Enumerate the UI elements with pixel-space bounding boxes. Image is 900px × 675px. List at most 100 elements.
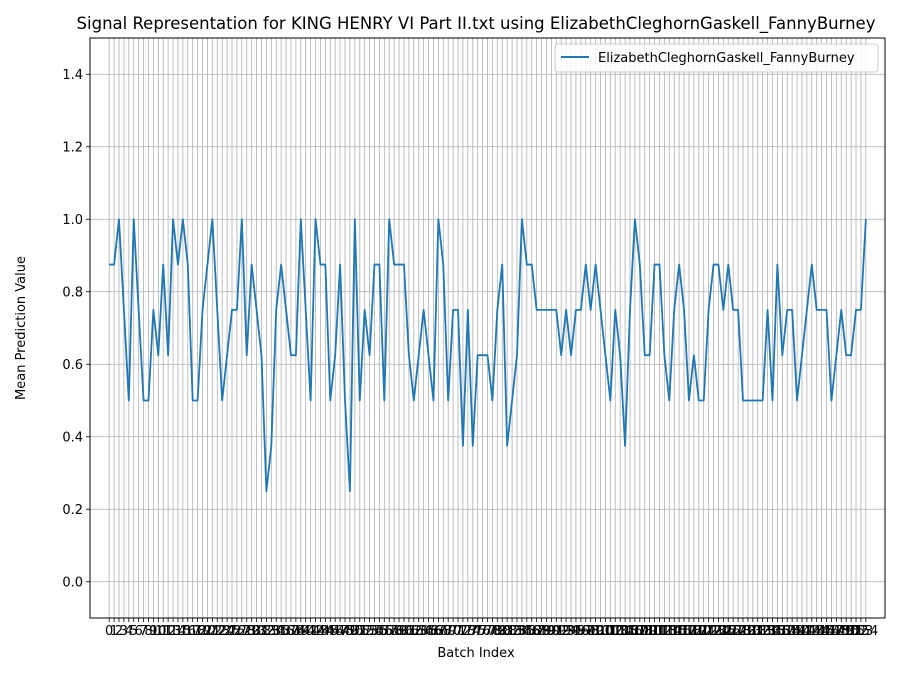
x-tick-label: 112 bbox=[647, 624, 672, 639]
y-tick-label: 0.4 bbox=[62, 430, 83, 445]
x-tick-label: 152 bbox=[844, 624, 869, 639]
x-tick-label: 114 bbox=[657, 624, 682, 639]
x-tick-label: 2 bbox=[115, 624, 123, 639]
y-axis-ticks: 0.0 0.2 0.4 0.6 0.8 1.0 1.2 1.4 bbox=[62, 68, 90, 590]
x-tick-label: 136 bbox=[765, 624, 790, 639]
x-tick-label: 33 bbox=[263, 624, 280, 639]
x-tick-label: 75 bbox=[469, 624, 486, 639]
x-tick-label: 28 bbox=[238, 624, 255, 639]
x-tick-label: 74 bbox=[464, 624, 481, 639]
y-tick-label: 0.0 bbox=[62, 575, 83, 590]
x-tick-label: 5 bbox=[130, 624, 138, 639]
x-tick-label: 6 bbox=[135, 624, 143, 639]
x-tick-label: 54 bbox=[366, 624, 383, 639]
x-tick-label: 88 bbox=[533, 624, 550, 639]
x-tick-label: 148 bbox=[824, 624, 849, 639]
x-tick-label: 14 bbox=[170, 624, 187, 639]
x-tick-label: 60 bbox=[396, 624, 413, 639]
x-tick-label: 96 bbox=[573, 624, 590, 639]
x-tick-label: 118 bbox=[677, 624, 702, 639]
x-tick-label: 99 bbox=[587, 624, 604, 639]
x-tick-label: 98 bbox=[582, 624, 599, 639]
x-tick-label: 49 bbox=[342, 624, 359, 639]
x-tick-label: 135 bbox=[760, 624, 785, 639]
x-tick-label: 143 bbox=[799, 624, 824, 639]
series-layer bbox=[109, 218, 867, 493]
x-tick-label: 106 bbox=[618, 624, 643, 639]
x-tick-label: 72 bbox=[455, 624, 472, 639]
y-tick-label: 1.0 bbox=[62, 213, 83, 228]
x-tick-label: 133 bbox=[750, 624, 775, 639]
x-tick-label: 17 bbox=[184, 624, 201, 639]
x-tick-label: 94 bbox=[563, 624, 580, 639]
x-tick-label: 44 bbox=[317, 624, 334, 639]
x-tick-label: 137 bbox=[770, 624, 795, 639]
x-tick-label: 67 bbox=[430, 624, 447, 639]
x-tick-label: 139 bbox=[780, 624, 805, 639]
x-tick-label: 66 bbox=[425, 624, 442, 639]
legend: ElizabethCleghornGaskell_FannyBurney bbox=[554, 43, 879, 73]
x-tick-label: 11 bbox=[155, 624, 172, 639]
x-tick-label: 29 bbox=[243, 624, 260, 639]
x-tick-label: 109 bbox=[632, 624, 657, 639]
x-tick-label: 32 bbox=[258, 624, 275, 639]
y-tick-label: 1.2 bbox=[62, 140, 83, 155]
x-tick-label: 43 bbox=[312, 624, 329, 639]
x-tick-label: 87 bbox=[528, 624, 545, 639]
x-tick-label: 63 bbox=[410, 624, 427, 639]
x-tick-label: 120 bbox=[686, 624, 711, 639]
x-tick-label: 119 bbox=[681, 624, 706, 639]
x-tick-label: 111 bbox=[642, 624, 667, 639]
x-tick-label: 85 bbox=[519, 624, 536, 639]
x-tick-label: 138 bbox=[775, 624, 800, 639]
x-tick-label: 62 bbox=[406, 624, 423, 639]
x-tick-label: 95 bbox=[568, 624, 585, 639]
x-tick-label: 24 bbox=[219, 624, 236, 639]
x-tick-label: 51 bbox=[351, 624, 368, 639]
x-tick-label: 59 bbox=[391, 624, 408, 639]
x-tick-label: 127 bbox=[721, 624, 746, 639]
legend-label: ElizabethCleghornGaskell_FannyBurney bbox=[598, 51, 855, 66]
x-tick-label: 55 bbox=[371, 624, 388, 639]
x-tick-label: 35 bbox=[273, 624, 290, 639]
y-tick-label: 0.2 bbox=[62, 503, 83, 518]
x-tick-label: 73 bbox=[460, 624, 477, 639]
x-tick-label: 131 bbox=[740, 624, 765, 639]
x-tick-label: 9 bbox=[149, 624, 157, 639]
y-tick-label: 1.4 bbox=[62, 68, 83, 83]
x-tick-label: 79 bbox=[489, 624, 506, 639]
x-tick-label: 37 bbox=[283, 624, 300, 639]
x-tick-label: 100 bbox=[588, 624, 613, 639]
x-tick-label: 150 bbox=[834, 624, 859, 639]
x-tick-label: 58 bbox=[386, 624, 403, 639]
x-tick-label: 86 bbox=[523, 624, 540, 639]
x-tick-label: 39 bbox=[293, 624, 310, 639]
y-axis-label: Mean Prediction Value bbox=[14, 256, 29, 400]
x-tick-label: 130 bbox=[736, 624, 761, 639]
x-tick-label: 30 bbox=[248, 624, 265, 639]
x-tick-label: 104 bbox=[608, 624, 633, 639]
x-tick-label: 53 bbox=[361, 624, 378, 639]
x-tick-label: 154 bbox=[853, 624, 878, 639]
x-tick-label: 76 bbox=[474, 624, 491, 639]
x-tick-label: 140 bbox=[785, 624, 810, 639]
x-tick-label: 21 bbox=[204, 624, 221, 639]
x-tick-label: 134 bbox=[755, 624, 780, 639]
x-tick-label: 107 bbox=[622, 624, 647, 639]
x-tick-label: 16 bbox=[180, 624, 197, 639]
x-tick-label: 144 bbox=[804, 624, 829, 639]
x-tick-label: 27 bbox=[234, 624, 251, 639]
x-tick-label: 102 bbox=[598, 624, 623, 639]
legend-box bbox=[554, 43, 879, 73]
x-tick-label: 3 bbox=[120, 624, 128, 639]
x-tick-label: 45 bbox=[322, 624, 339, 639]
x-tick-label: 69 bbox=[440, 624, 457, 639]
x-tick-label: 46 bbox=[327, 624, 344, 639]
x-tick-label: 8 bbox=[144, 624, 152, 639]
x-tick-label: 71 bbox=[450, 624, 467, 639]
x-tick-label: 128 bbox=[726, 624, 751, 639]
x-tick-label: 80 bbox=[494, 624, 511, 639]
x-tick-label: 4 bbox=[125, 624, 133, 639]
